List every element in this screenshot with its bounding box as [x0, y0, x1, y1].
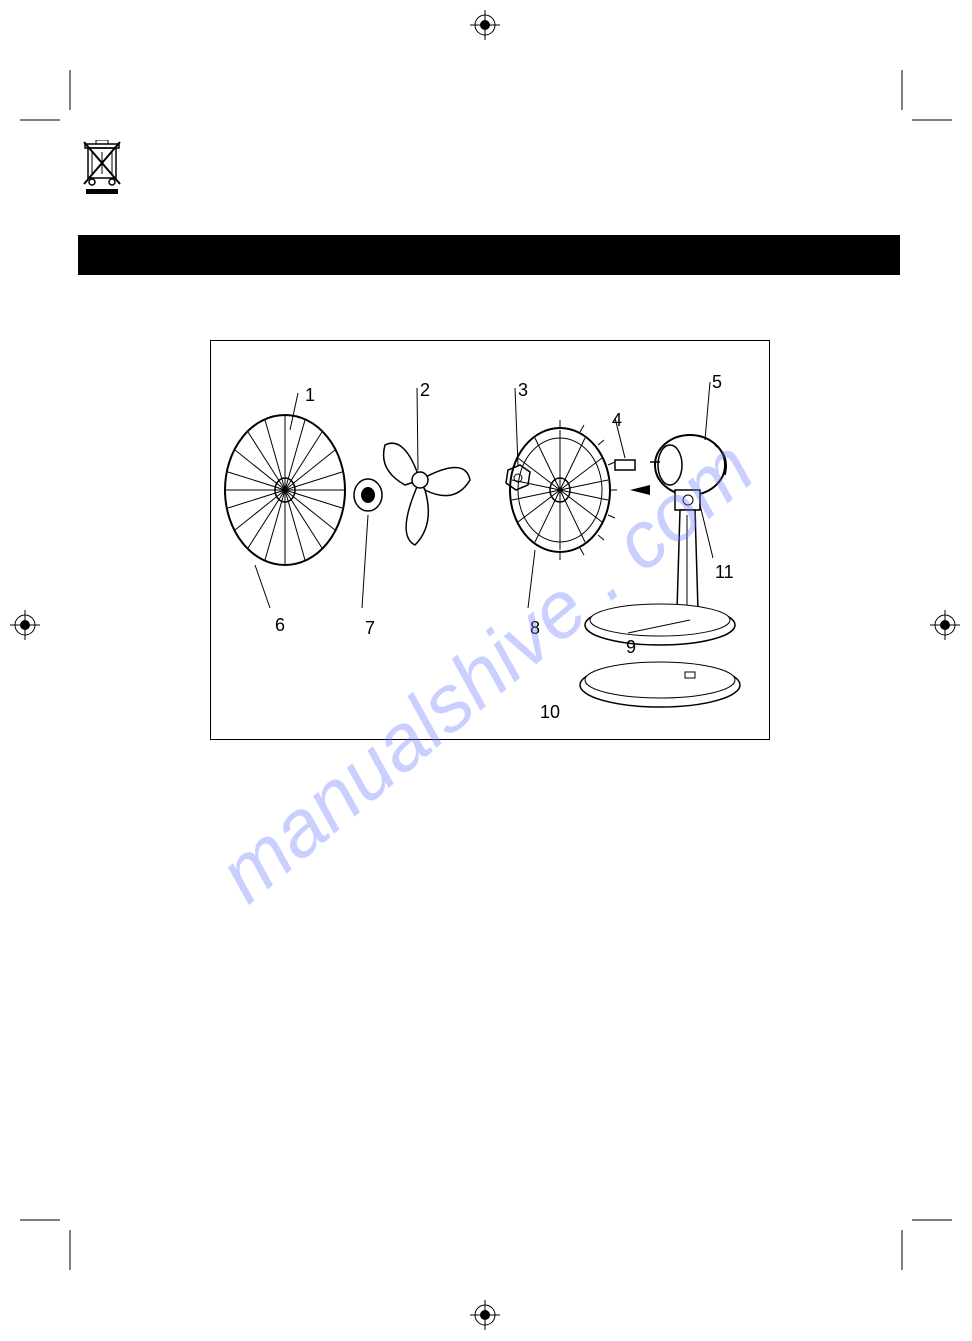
crop-mark-tl [20, 70, 80, 130]
part-label-1: 1 [305, 385, 315, 406]
part-label-4: 4 [612, 410, 622, 431]
part-label-9: 9 [626, 637, 636, 658]
page-container: 1 2 3 4 5 6 7 8 9 10 11 manualshive . co… [0, 0, 972, 1341]
registration-mark-left [10, 610, 40, 640]
bottom-plate [580, 662, 740, 707]
fan-blade [384, 388, 470, 545]
registration-mark-bottom [470, 1300, 500, 1330]
section-header-bar [78, 235, 900, 275]
front-grille [225, 393, 345, 608]
part-label-8: 8 [530, 618, 540, 639]
part-label-11: 11 [715, 562, 734, 583]
part-label-6: 6 [275, 615, 285, 636]
part-label-3: 3 [518, 380, 528, 401]
part-label-2: 2 [420, 380, 430, 401]
assembly-arrow [630, 485, 650, 495]
fan-exploded-diagram [210, 340, 770, 740]
stand-column [677, 510, 698, 610]
crop-mark-tr [892, 70, 952, 130]
rear-grille [510, 420, 617, 608]
upper-base [585, 604, 735, 645]
spinner-cap [354, 479, 382, 608]
weee-bin-icon [80, 140, 125, 195]
part-label-5: 5 [712, 372, 722, 393]
registration-mark-top [470, 10, 500, 40]
crop-mark-bl [20, 1210, 80, 1270]
motor-housing [650, 382, 726, 495]
part-label-10: 10 [540, 702, 560, 723]
part-label-7: 7 [365, 618, 375, 639]
registration-mark-right [930, 610, 960, 640]
fastening-nut [506, 388, 530, 490]
crop-mark-br [892, 1210, 952, 1270]
